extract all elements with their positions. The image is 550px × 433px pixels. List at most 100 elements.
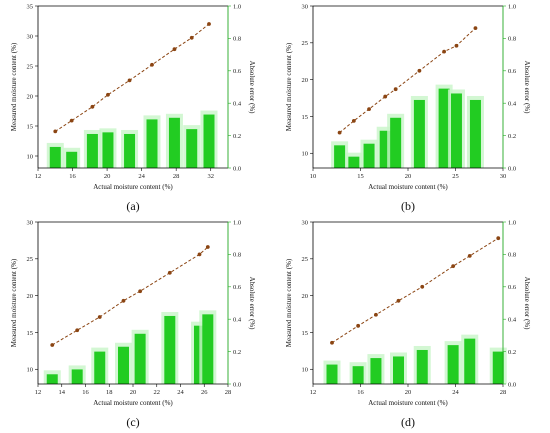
error-bar xyxy=(334,145,346,168)
y2-axis-label: Absolute error (%) xyxy=(523,277,531,331)
y2-tick-label: 0.4 xyxy=(233,317,242,324)
measured-point xyxy=(205,245,210,249)
chart-svg-b: 10 15 20 25 3010152025300.00.20.40.60.81.0Ac… xyxy=(285,3,531,213)
measured-point xyxy=(367,107,371,111)
measured-point xyxy=(393,87,398,92)
y2-tick-label: 0.4 xyxy=(233,101,242,108)
y2-tick-label: 0.8 xyxy=(508,36,516,43)
y-tick-label: 15 xyxy=(27,123,34,130)
x-tick-label: 18 xyxy=(106,389,113,396)
error-bar xyxy=(379,130,391,168)
y-tick-label: 25 xyxy=(302,256,309,263)
chart-panel-a: 12 16 20 24 28 32 10 15 20 25 30 35 0.0 0.2 0.4 0.6 0.8 1… xyxy=(0,0,275,216)
error-bar xyxy=(438,88,450,168)
measured-point xyxy=(467,253,472,258)
error-bar xyxy=(348,156,360,168)
error-bar xyxy=(94,351,106,384)
y2-tick-label: 0.2 xyxy=(233,133,241,140)
chart-panel-c: 12 14 16 18 20 22 24 26 28 10 15 20 25 30 0.0 0.2 0.4 0.6… xyxy=(0,216,275,432)
y-tick-label: 25 xyxy=(27,63,34,70)
measured-point xyxy=(473,26,478,30)
x-axis-label: Actual moisture content (%) xyxy=(368,399,448,407)
x-tick-label: 16 xyxy=(69,173,76,180)
y-tick-label: 20 xyxy=(27,293,34,300)
measured-point xyxy=(90,104,95,109)
x-tick-label: 20 xyxy=(104,173,111,180)
error-bar xyxy=(363,143,375,168)
y2-tick-label: 1.0 xyxy=(508,219,516,226)
measured-point xyxy=(167,270,172,275)
measured-point xyxy=(337,130,342,135)
measured-point xyxy=(106,92,110,97)
y-tick-label: 20 xyxy=(302,293,309,300)
y2-tick-label: 0.4 xyxy=(508,317,517,324)
x-tick-label: 12 xyxy=(310,389,317,396)
error-bar xyxy=(124,133,136,168)
y-tick-label: 10 xyxy=(302,151,309,158)
error-bar xyxy=(86,133,98,168)
error-bar xyxy=(370,358,382,384)
x-tick-label: 26 xyxy=(201,389,208,396)
y2-tick-label: 0.0 xyxy=(233,165,241,172)
y2-tick-label: 0.2 xyxy=(233,349,241,356)
y-tick-label: 25 xyxy=(27,256,34,263)
measured-point xyxy=(121,298,126,303)
measured-point xyxy=(53,129,58,134)
error-bar xyxy=(102,132,114,168)
x-axis-label: Actual moisture content (%) xyxy=(93,183,173,191)
error-bar xyxy=(164,315,176,384)
panel-label: (b) xyxy=(401,199,415,213)
y2-tick-label: 0.0 xyxy=(508,165,516,172)
y2-axis-label: Absolute error (%) xyxy=(523,61,531,115)
error-bar xyxy=(416,349,428,384)
y-axis-label: Measured moisture content (%) xyxy=(10,42,18,131)
measured-point xyxy=(189,35,194,40)
error-bar xyxy=(203,114,215,168)
y2-tick-label: 0.2 xyxy=(508,133,516,140)
error-bar xyxy=(134,333,146,384)
measured-point xyxy=(420,284,425,289)
y2-tick-label: 1.0 xyxy=(508,3,516,10)
x-tick-label: 28 xyxy=(500,389,507,396)
error-bar xyxy=(450,93,462,168)
chart-svg-a: 12 16 20 24 28 32 10 15 20 25 30 35 0.0 0.2 0.4 0.6 0.8 1… xyxy=(10,3,256,213)
measured-point xyxy=(351,118,356,123)
x-tick-label: 20 xyxy=(405,173,412,180)
y2-tick-label: 0.6 xyxy=(508,284,517,291)
x-tick-label: 22 xyxy=(154,389,161,396)
error-bar xyxy=(464,338,476,384)
y-tick-label: 10 xyxy=(27,367,34,374)
measured-line xyxy=(331,237,499,344)
measured-point xyxy=(417,68,422,73)
error-bar xyxy=(168,117,180,168)
panel-label: (a) xyxy=(126,199,139,213)
x-tick-label: 20 xyxy=(405,389,412,396)
y-tick-label: 25 xyxy=(302,40,309,47)
measured-point xyxy=(207,22,211,26)
measured-point xyxy=(97,315,102,319)
x-tick-label: 25 xyxy=(452,173,459,180)
x-tick-label: 16 xyxy=(82,389,89,396)
measured-point xyxy=(127,78,132,83)
x-tick-label: 24 xyxy=(177,389,184,396)
y2-tick-label: 0.8 xyxy=(233,36,241,43)
y2-tick-label: 0.2 xyxy=(508,349,516,356)
error-bar xyxy=(413,99,425,168)
x-tick-label: 24 xyxy=(452,389,459,396)
y2-tick-label: 0.0 xyxy=(508,381,516,388)
y-tick-label: 20 xyxy=(302,77,309,84)
measured-point xyxy=(356,323,361,328)
panel-label: (c) xyxy=(126,415,139,429)
y-tick-label: 20 xyxy=(27,93,34,100)
measured-point xyxy=(454,43,459,48)
measured-point xyxy=(374,312,378,317)
chart-panel-d: 12 16 20 24 28 10 15 20 25 30 0.0 0.2 0.4 0.6 0.8 1.0 Ac… xyxy=(275,216,550,432)
measured-point xyxy=(330,340,334,345)
error-bar xyxy=(447,345,459,384)
y-tick-label: 15 xyxy=(27,330,34,337)
error-bar xyxy=(352,366,364,384)
x-tick-label: 20 xyxy=(130,389,137,396)
chart-svg-d: 12 16 20 24 28 10 15 20 25 30 0.0 0.2 0.4 0.6 0.8 1.0 Ac… xyxy=(285,219,531,429)
error-bar xyxy=(66,151,78,168)
error-bar xyxy=(390,117,402,168)
